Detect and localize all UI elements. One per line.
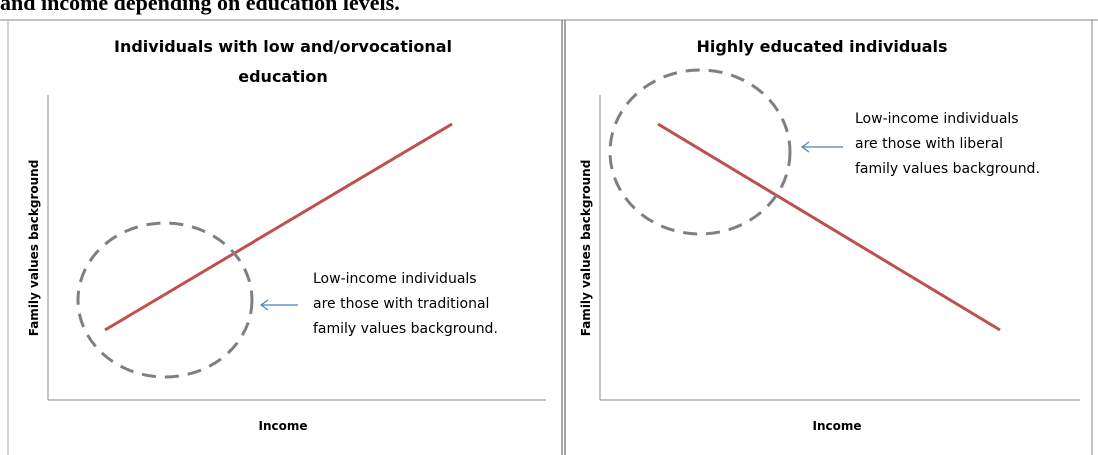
panel-title: education [238,67,328,86]
y-label: Family values background [27,160,41,337]
note: Low-income individuals [313,271,477,287]
header: and income depending on education levels… [0,0,400,15]
arrow-head [259,299,269,311]
note: family values background. [855,161,1040,177]
x-label: Income [812,419,861,433]
note: are those with liberal [855,136,1003,152]
note: Low-income individuals [855,111,1019,127]
trend-line [657,122,1001,332]
x-label: Income [258,419,307,433]
highlight-circle [608,68,792,236]
panel-title: Highly educated individuals [696,37,947,56]
panel-title: Individuals with low and/orvocational [114,37,452,56]
highlight-circle [76,221,254,379]
note: family values background. [313,321,498,337]
arrow-head [800,141,810,153]
note: are those with traditional [313,296,489,312]
y-label: Family values background [579,160,593,337]
trend-line [104,122,453,332]
